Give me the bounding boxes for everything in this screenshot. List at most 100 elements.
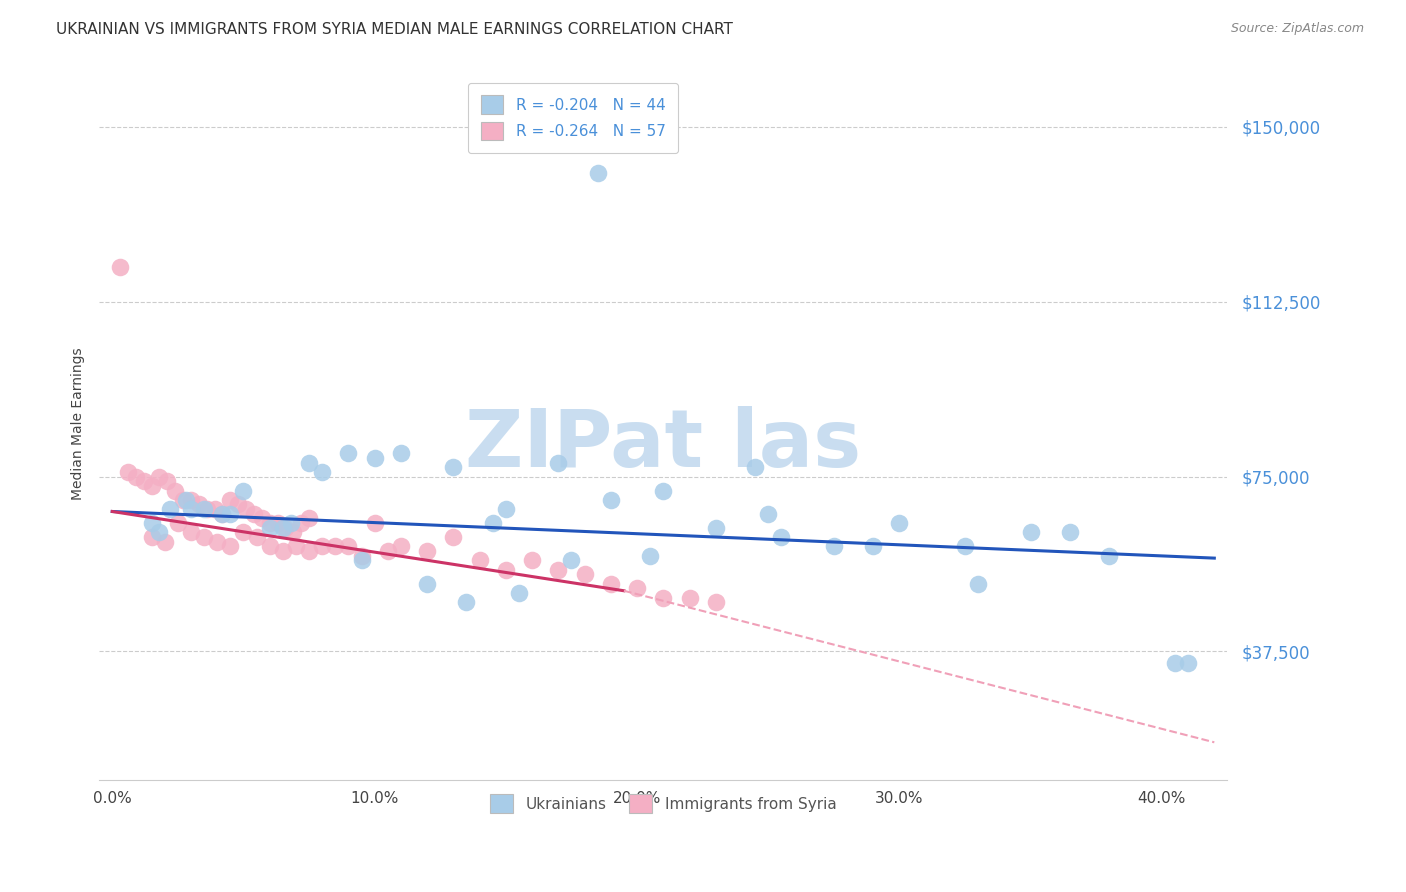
Point	[586, 166, 609, 180]
Point	[243, 507, 266, 521]
Point	[141, 479, 163, 493]
Point	[520, 553, 543, 567]
Point	[889, 516, 911, 530]
Point	[599, 576, 621, 591]
Point	[350, 549, 373, 563]
Point	[271, 521, 294, 535]
Point	[1164, 656, 1187, 670]
Point	[456, 595, 478, 609]
Point	[337, 540, 360, 554]
Point	[166, 516, 188, 530]
Point	[125, 469, 148, 483]
Point	[187, 498, 209, 512]
Point	[389, 540, 412, 554]
Text: Source: ZipAtlas.com: Source: ZipAtlas.com	[1230, 22, 1364, 36]
Point	[377, 544, 399, 558]
Point	[141, 530, 163, 544]
Point	[211, 507, 233, 521]
Point	[226, 498, 249, 512]
Point	[953, 540, 976, 554]
Point	[235, 502, 257, 516]
Point	[744, 460, 766, 475]
Text: ZIPat las: ZIPat las	[465, 407, 862, 484]
Point	[574, 567, 596, 582]
Point	[441, 530, 464, 544]
Point	[363, 450, 385, 465]
Point	[481, 516, 503, 530]
Point	[193, 530, 215, 544]
Point	[195, 502, 218, 516]
Point	[284, 540, 307, 554]
Point	[180, 492, 202, 507]
Point	[159, 502, 181, 516]
Point	[560, 553, 582, 567]
Point	[153, 534, 176, 549]
Point	[148, 525, 170, 540]
Point	[862, 540, 884, 554]
Point	[141, 516, 163, 530]
Point	[232, 483, 254, 498]
Point	[132, 474, 155, 488]
Point	[1059, 525, 1081, 540]
Point	[245, 530, 267, 544]
Point	[638, 549, 661, 563]
Point	[204, 502, 226, 516]
Point	[205, 534, 228, 549]
Legend: Ukrainians, Immigrants from Syria: Ukrainians, Immigrants from Syria	[478, 782, 848, 825]
Point	[756, 507, 779, 521]
Point	[652, 483, 675, 498]
Point	[174, 492, 197, 507]
Point	[180, 525, 202, 540]
Point	[495, 563, 517, 577]
Point	[193, 502, 215, 516]
Point	[298, 544, 321, 558]
Point	[823, 540, 845, 554]
Point	[416, 544, 439, 558]
Point	[389, 446, 412, 460]
Point	[271, 544, 294, 558]
Point	[323, 540, 346, 554]
Point	[283, 525, 305, 540]
Point	[508, 586, 530, 600]
Point	[350, 553, 373, 567]
Point	[441, 460, 464, 475]
Point	[704, 521, 727, 535]
Point	[219, 540, 242, 554]
Point	[704, 595, 727, 609]
Point	[1019, 525, 1042, 540]
Point	[1098, 549, 1121, 563]
Point	[468, 553, 491, 567]
Point	[599, 492, 621, 507]
Point	[967, 576, 990, 591]
Point	[219, 492, 242, 507]
Point	[290, 516, 312, 530]
Point	[298, 511, 321, 525]
Point	[626, 582, 648, 596]
Point	[259, 521, 281, 535]
Point	[298, 456, 321, 470]
Point	[280, 516, 302, 530]
Point	[259, 540, 281, 554]
Point	[311, 540, 333, 554]
Point	[180, 502, 202, 516]
Point	[547, 456, 569, 470]
Point	[416, 576, 439, 591]
Point	[232, 525, 254, 540]
Text: UKRAINIAN VS IMMIGRANTS FROM SYRIA MEDIAN MALE EARNINGS CORRELATION CHART: UKRAINIAN VS IMMIGRANTS FROM SYRIA MEDIA…	[56, 22, 733, 37]
Point	[1177, 656, 1199, 670]
Point	[547, 563, 569, 577]
Point	[211, 507, 233, 521]
Point	[259, 516, 281, 530]
Point	[156, 474, 179, 488]
Point	[311, 465, 333, 479]
Point	[117, 465, 139, 479]
Point	[363, 516, 385, 530]
Point	[148, 469, 170, 483]
Point	[266, 516, 288, 530]
Point	[172, 492, 194, 507]
Point	[495, 502, 517, 516]
Point	[337, 446, 360, 460]
Point	[108, 260, 131, 274]
Point	[770, 530, 793, 544]
Point	[250, 511, 273, 525]
